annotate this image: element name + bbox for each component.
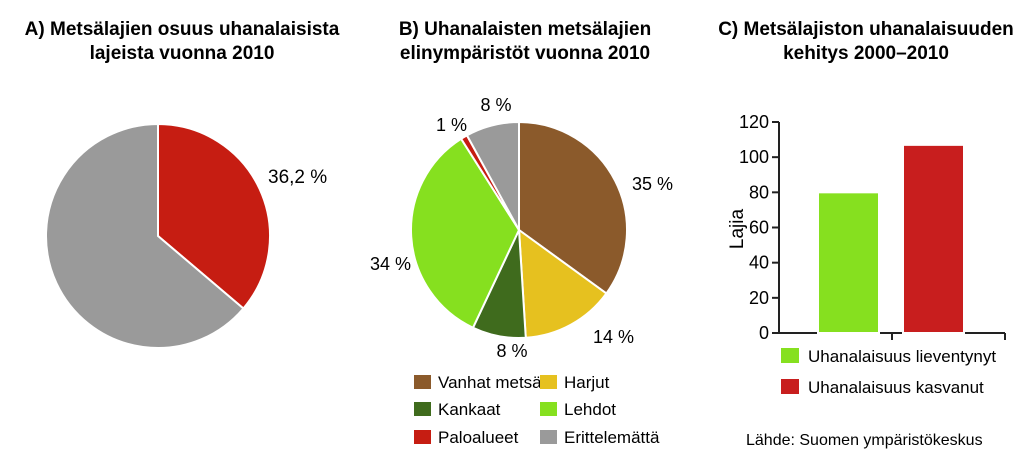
y-tick-label-120: 120 <box>739 112 769 132</box>
pie-chart-a: 36,2 % <box>45 122 327 349</box>
slice-label-vanhat-mets-t: 35 % <box>632 174 673 194</box>
y-tick-label-20: 20 <box>749 288 769 308</box>
pie-slice-lehdot <box>410 137 521 330</box>
pie-chart-b: 35 % 14 % 8 % 34 % 1 % 8 % <box>370 95 673 361</box>
slice-label-kankaat: 8 % <box>496 341 527 361</box>
panel-b-title-line2: elinympäristöt vuonna 2010 <box>400 43 650 64</box>
panel-b-title-line1: B) Uhanalaisten metsälajien <box>399 19 651 40</box>
legend-label-paloalueet: Paloalueet <box>438 428 519 447</box>
legend-swatch-vanhat-mets-t <box>414 375 431 389</box>
legend-label-uhanalaisuus-lieventynyt: Uhanalaisuus lieventynyt <box>808 347 996 366</box>
panel-c: C) Metsälajiston uhanalaisuuden kehitys … <box>718 19 1014 449</box>
slice-label-paloalueet: 1 % <box>436 115 467 135</box>
y-tick-label-0: 0 <box>759 323 769 343</box>
y-tick-label-100: 100 <box>739 147 769 167</box>
legend-swatch-harjut <box>540 375 557 389</box>
slice-label-harjut: 14 % <box>593 327 634 347</box>
legend-label-uhanalaisuus-kasvanut: Uhanalaisuus kasvanut <box>808 378 984 397</box>
pie-slice-erittelem-tt <box>465 120 520 231</box>
slice-label-erittelem-tt: 8 % <box>480 95 511 115</box>
legend-label-vanhat-mets-t: Vanhat metsät <box>438 373 547 392</box>
panel-b: B) Uhanalaisten metsälajien elinympärist… <box>370 19 673 447</box>
legend-label-kankaat: Kankaat <box>438 400 501 419</box>
legend-swatch-paloalueet <box>414 430 431 444</box>
pie-slice-harjut <box>517 227 608 339</box>
legend-swatch-uhanalaisuus-lieventynyt <box>781 348 799 363</box>
y-axis-label: Lajia <box>727 209 748 250</box>
pie-slice-mets-lajit <box>157 122 271 310</box>
legend-label-erittelem-tt: Erittelemättä <box>564 428 660 447</box>
legend-b: Vanhat metsät Harjut Kankaat Lehdot Paloalue… <box>414 373 660 447</box>
panel-a: A) Metsälajien osuus uhanalaisista lajei… <box>25 19 340 349</box>
pie-slice-vanhat-mets-t <box>518 120 628 295</box>
slice-label-lehdot: 34 % <box>370 254 411 274</box>
legend-label-harjut: Harjut <box>564 373 610 392</box>
legend-swatch-uhanalaisuus-kasvanut <box>781 379 799 394</box>
panel-c-title-line2: kehitys 2000–2010 <box>783 43 949 64</box>
panel-a-title-line2: lajeista vuonna 2010 <box>90 43 275 64</box>
legend-swatch-erittelem-tt <box>540 430 557 444</box>
y-tick-label-60: 60 <box>749 218 769 238</box>
legend-c: Uhanalaisuus lieventynyt Uhanalaisuus kas… <box>781 347 996 397</box>
source-note: Lähde: Suomen ympäristökeskus <box>746 432 983 449</box>
bar-chart-c: 0 20 40 60 80 100 120 <box>739 112 1006 343</box>
slice-label-mets-lajit: 36,2 % <box>268 167 327 188</box>
legend-swatch-lehdot <box>540 402 557 416</box>
pie-slice-muut <box>45 122 245 349</box>
panel-a-title-line1: A) Metsälajien osuus uhanalaisista <box>25 19 340 40</box>
legend-label-lehdot: Lehdot <box>564 400 616 419</box>
y-tick-label-80: 80 <box>749 182 769 202</box>
panel-c-title-line1: C) Metsälajiston uhanalaisuuden <box>718 19 1014 40</box>
bar-uhanalaisuus-kasvanut <box>902 143 965 334</box>
bar-uhanalaisuus-lieventynyt <box>817 191 880 334</box>
y-tick-label-40: 40 <box>749 253 769 273</box>
legend-swatch-kankaat <box>414 402 431 416</box>
